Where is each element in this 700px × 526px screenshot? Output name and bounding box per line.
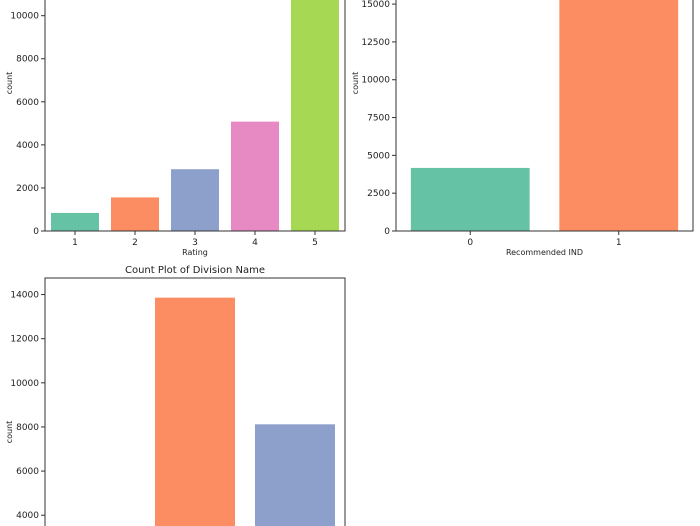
division-count-chart: 4000 6000 8000 10000 12000 14000 count Count Pl… <box>5 265 346 526</box>
bar-0-4 <box>291 0 339 232</box>
ytick-label-2-1: 6000 <box>16 467 39 477</box>
recommended-count-chart: 0 2500 5000 7500 10000 12500 15000 0 1 Recommende… <box>351 0 694 257</box>
ytick-label-0-0: 0 <box>33 227 39 237</box>
rating-count-chart: 0 2000 4000 6000 8000 10000 1 2 3 4 5 Rating count <box>5 0 346 257</box>
ytick-label-1-1: 2500 <box>367 189 390 199</box>
chart-title-2: Count Plot of Division Name <box>125 265 265 276</box>
ytick-label-1-4: 10000 <box>361 76 390 86</box>
ytick-label-0-1: 2000 <box>16 184 39 194</box>
bar-0-3 <box>231 121 279 231</box>
xtick-label-0-2: 3 <box>192 238 198 248</box>
plot-frame-1 <box>395 0 694 232</box>
ylabel-2: count <box>5 421 14 444</box>
bar-0-2 <box>171 169 219 231</box>
ytick-label-2-0: 4000 <box>16 511 39 521</box>
plot-frame-2 <box>44 277 346 526</box>
xtick-label-0-1: 2 <box>132 238 138 248</box>
xtick-label-1-1: 1 <box>616 238 622 248</box>
xtick-label-0-3: 4 <box>252 238 258 248</box>
bar-1-1 <box>559 0 679 231</box>
ytick-label-0-4: 8000 <box>16 55 39 65</box>
bar-0-0 <box>51 212 99 231</box>
ylabel-1: count <box>351 72 360 95</box>
ytick-label-2-2: 8000 <box>16 423 39 433</box>
bar-1-0 <box>410 167 530 231</box>
bar-2-2 <box>255 424 335 526</box>
ytick-label-0-5: 10000 <box>10 12 39 22</box>
xtick-label-0-0: 1 <box>72 238 78 248</box>
ytick-label-2-4: 12000 <box>10 335 39 345</box>
ytick-label-1-5: 12500 <box>361 38 390 48</box>
ytick-label-2-3: 10000 <box>10 379 39 389</box>
ytick-label-1-3: 7500 <box>367 114 390 124</box>
ylabel-0: count <box>5 72 14 95</box>
ytick-label-1-2: 5000 <box>367 151 390 161</box>
ytick-label-1-6: 15000 <box>361 0 390 10</box>
xtick-label-0-4: 5 <box>312 238 318 248</box>
ytick-label-2-5: 14000 <box>10 291 39 301</box>
xlabel-0: Rating <box>182 248 208 257</box>
bar-2-1 <box>155 297 235 526</box>
ytick-label-1-0: 0 <box>384 227 390 237</box>
xtick-label-1-0: 0 <box>467 238 473 248</box>
ytick-label-0-3: 6000 <box>16 98 39 108</box>
ytick-label-0-2: 4000 <box>16 141 39 151</box>
xlabel-1: Recommended IND <box>506 248 583 257</box>
bar-0-1 <box>111 197 159 231</box>
